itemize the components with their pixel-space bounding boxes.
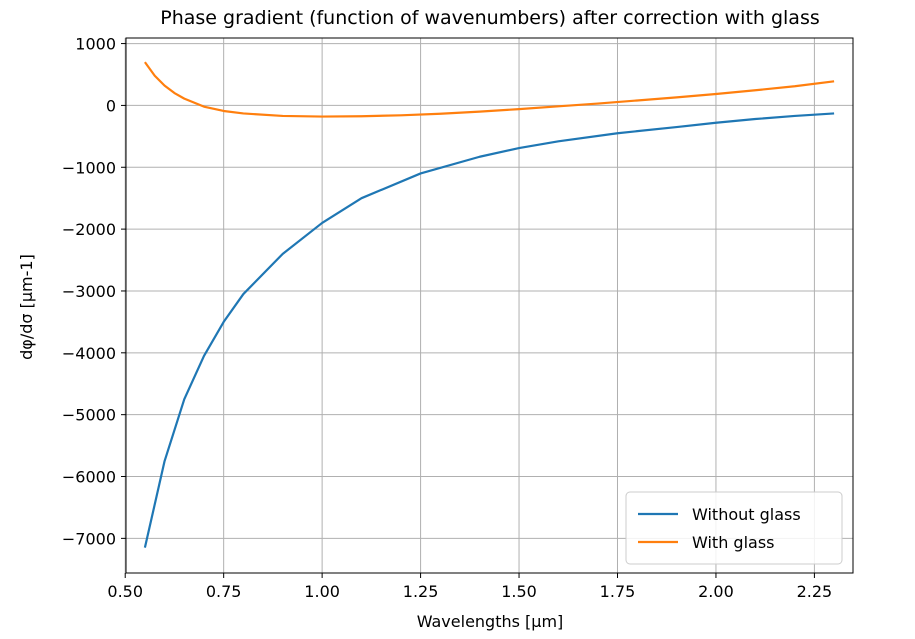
x-tick-label: 0.50 [107,582,143,601]
y-tick-label: −7000 [62,529,116,548]
y-tick-label: 0 [106,96,116,115]
x-axis-label: Wavelengths [µm] [417,612,564,631]
y-tick-label: −5000 [62,406,116,425]
legend-box [625,491,843,565]
chart-title: Phase gradient (function of wavenumbers)… [160,7,820,29]
series-line-without-glass [143,112,835,548]
x-tick-label: 1.50 [501,582,537,601]
x-tick-label: 1.75 [600,582,636,601]
y-tick-label: −1000 [62,158,116,177]
y-tick-label: 1000 [75,35,116,54]
legend-label: With glass [692,533,775,552]
y-tick-label: −4000 [62,344,116,363]
y-tick-label: −2000 [62,220,116,239]
x-tick-label: 0.75 [206,582,242,601]
x-tick-label: 2.25 [797,582,833,601]
legend-label: Without glass [692,505,801,524]
x-tick-label: 1.25 [403,582,439,601]
y-axis-label: dφ/dσ [µm-1] [17,254,36,360]
y-tick-label: −3000 [62,282,116,301]
y-tick-label: −6000 [62,468,116,487]
axes-frame [125,37,854,574]
series-line-with-glass [144,61,835,118]
x-tick-label: 2.00 [698,582,734,601]
x-tick-label: 1.00 [304,582,340,601]
plot-area: 0.50 0.75 1.00 1.25 1.50 1.75 2.00 2.25 1000 0 −10… [62,35,854,601]
